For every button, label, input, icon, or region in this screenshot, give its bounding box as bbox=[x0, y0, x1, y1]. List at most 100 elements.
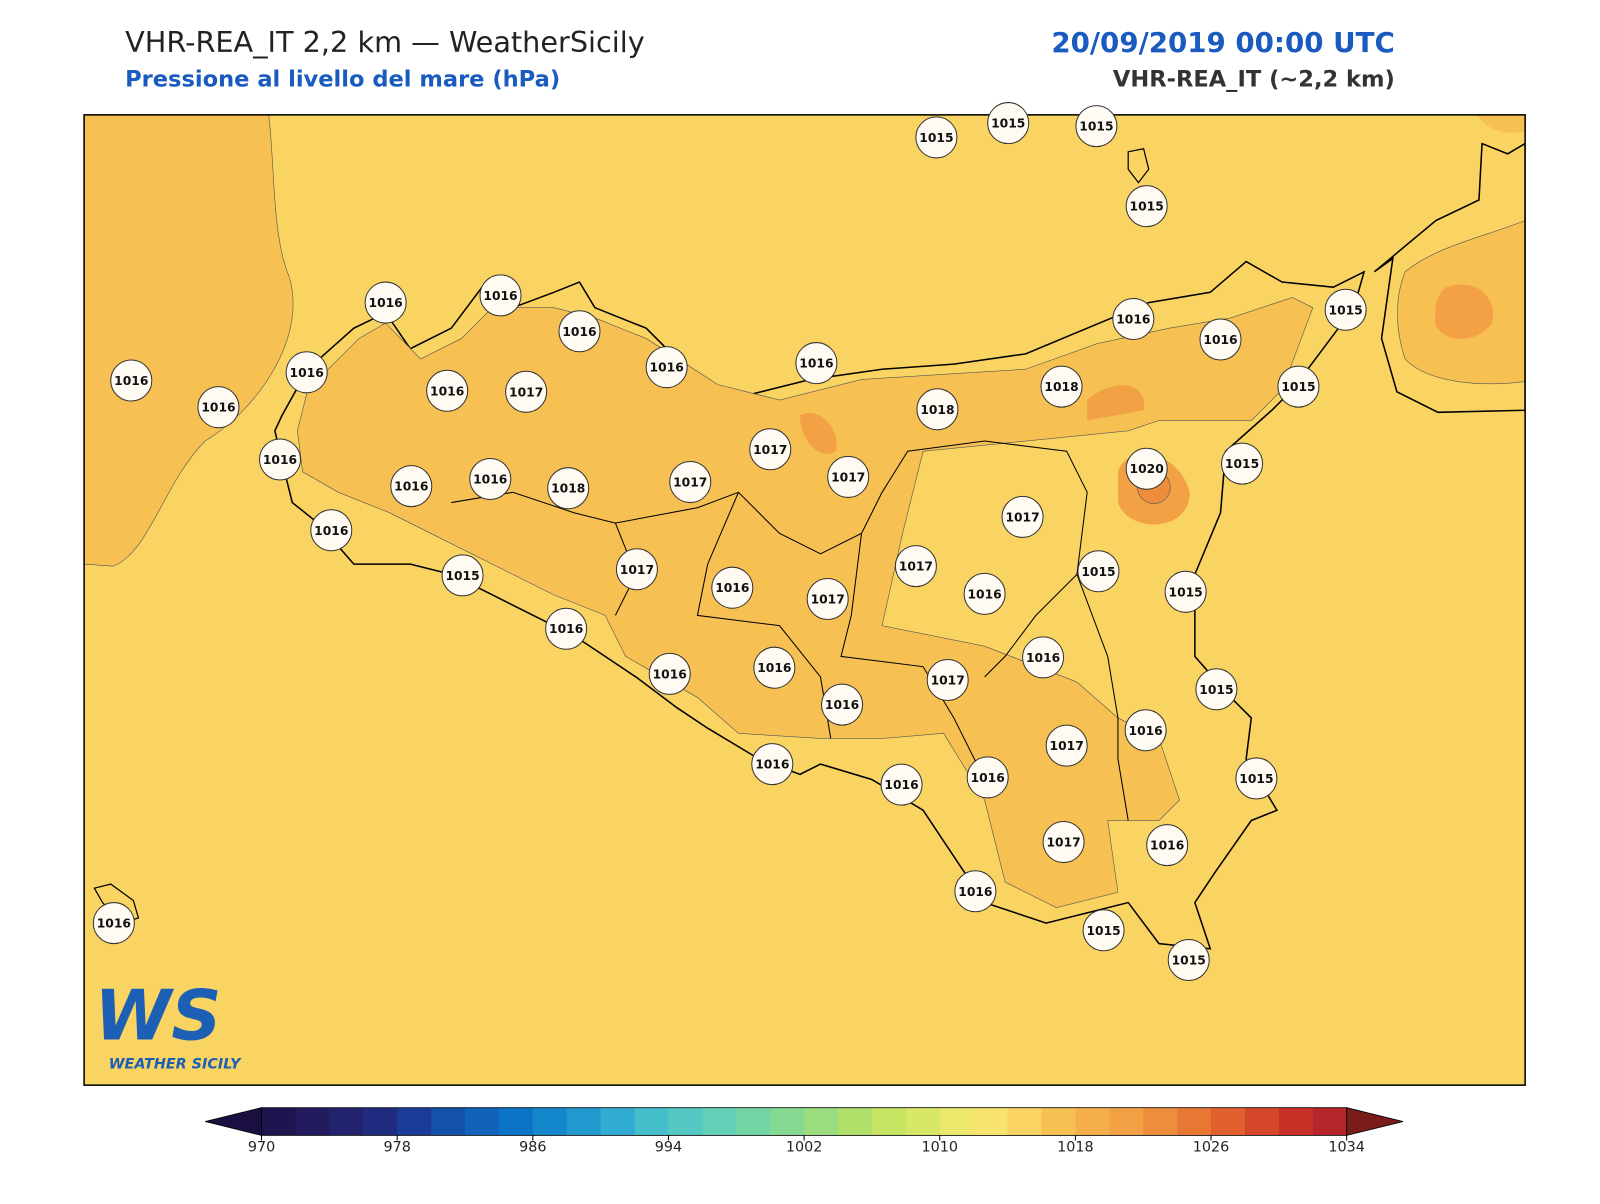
colorbar-bin bbox=[600, 1107, 636, 1136]
station: 1015 bbox=[987, 102, 1030, 145]
station-value: 1016 bbox=[369, 296, 403, 310]
station-value: 1016 bbox=[97, 917, 131, 931]
colorbar-tick-label: 1018 bbox=[1057, 1140, 1094, 1156]
station: 1016 bbox=[711, 566, 754, 609]
station: 1016 bbox=[479, 274, 522, 317]
station-marker bbox=[92, 902, 135, 945]
station-marker bbox=[505, 370, 548, 413]
station: 1016 bbox=[645, 346, 688, 389]
colorbar-over bbox=[1346, 1107, 1404, 1136]
colorbar-bin bbox=[1312, 1107, 1348, 1136]
colorbar-bin bbox=[431, 1107, 466, 1136]
colorbar-bin bbox=[770, 1107, 805, 1136]
station-marker bbox=[669, 461, 712, 504]
colorbar-bin bbox=[939, 1107, 975, 1136]
station-marker bbox=[711, 566, 754, 609]
station-value: 1016 bbox=[967, 587, 1001, 601]
station-marker bbox=[749, 428, 792, 471]
station-marker bbox=[1199, 318, 1242, 361]
colorbar-bin bbox=[1041, 1107, 1076, 1136]
colorbar-tick-label: 1010 bbox=[921, 1140, 958, 1156]
colorbar-bin bbox=[532, 1107, 568, 1136]
station-marker bbox=[1167, 938, 1210, 982]
station-value: 1015 bbox=[1199, 683, 1233, 697]
station-marker bbox=[1040, 365, 1083, 408]
station-value: 1017 bbox=[931, 674, 965, 688]
station-marker bbox=[827, 455, 870, 498]
station-marker bbox=[547, 467, 590, 510]
colorbar-bin bbox=[465, 1107, 500, 1136]
station: 1016 bbox=[364, 281, 407, 324]
station-marker bbox=[441, 554, 484, 597]
colorbar-bin bbox=[1109, 1107, 1144, 1136]
station: 1016 bbox=[954, 870, 997, 913]
station: 1016 bbox=[880, 763, 923, 806]
station: 1016 bbox=[390, 465, 433, 508]
colorbar-bin bbox=[363, 1107, 398, 1136]
station-marker bbox=[1277, 365, 1320, 408]
station: 1017 bbox=[1001, 495, 1044, 538]
station-marker bbox=[390, 465, 433, 508]
station: 1017 bbox=[669, 461, 712, 504]
colorbar-bin bbox=[634, 1107, 669, 1136]
station-value: 1016 bbox=[755, 758, 789, 772]
station: 1015 bbox=[1167, 938, 1210, 982]
station: 1015 bbox=[1195, 668, 1238, 711]
colorbar-bin bbox=[905, 1107, 941, 1136]
station-value: 1016 bbox=[483, 289, 517, 303]
station: 1015 bbox=[1164, 570, 1207, 613]
colorbar-bin bbox=[804, 1107, 839, 1136]
station-marker bbox=[963, 572, 1006, 615]
station-marker bbox=[1112, 297, 1155, 340]
station-marker bbox=[545, 607, 588, 650]
station-value: 1015 bbox=[919, 131, 953, 145]
colorbar-tick-label: 970 bbox=[248, 1140, 275, 1156]
station-value: 1016 bbox=[884, 778, 918, 792]
colorbar-tick-label: 978 bbox=[383, 1140, 410, 1156]
station-marker bbox=[1042, 821, 1085, 864]
station-value: 1015 bbox=[1081, 565, 1115, 579]
stations: 1015 1015 1015 1015 1016 1016 1016 1016 1016 1016… bbox=[92, 102, 1367, 982]
colorbar-bin bbox=[668, 1107, 703, 1136]
station-value: 1015 bbox=[1329, 303, 1363, 317]
station-value: 1015 bbox=[1079, 120, 1113, 134]
station-marker bbox=[987, 102, 1030, 145]
model-label: VHR-REA_IT (~2,2 km) bbox=[1113, 67, 1395, 93]
colorbar-bin bbox=[295, 1107, 330, 1136]
station: 1017 bbox=[1045, 724, 1088, 767]
colorbar-bin bbox=[973, 1107, 1009, 1136]
station-value: 1018 bbox=[920, 403, 954, 417]
colorbar-bin bbox=[1211, 1107, 1246, 1136]
station-value: 1015 bbox=[1225, 457, 1259, 471]
colorbar-bin bbox=[566, 1107, 602, 1136]
station-value: 1016 bbox=[549, 622, 583, 636]
station-value: 1016 bbox=[1116, 313, 1150, 327]
station-marker bbox=[645, 346, 688, 389]
station: 1015 bbox=[441, 554, 484, 597]
station-value: 1016 bbox=[1129, 724, 1163, 738]
station-marker bbox=[1124, 709, 1167, 752]
station-marker bbox=[364, 281, 407, 324]
station-value: 1015 bbox=[1169, 585, 1203, 599]
colorbar-tick-label: 1002 bbox=[786, 1140, 823, 1156]
logo-text: WEATHER SICILY bbox=[109, 1057, 242, 1073]
station: 1016 bbox=[1022, 636, 1065, 679]
station: 1015 bbox=[1075, 105, 1118, 148]
station: 1016 bbox=[426, 369, 469, 412]
station: 1015 bbox=[1077, 550, 1120, 593]
pressure-area bbox=[800, 385, 1190, 525]
station-value: 1018 bbox=[551, 482, 585, 496]
colorbar-bin bbox=[329, 1107, 364, 1136]
map-area: 1015 1015 1015 1015 1016 1016 1016 1016 1016 1016… bbox=[83, 102, 1526, 1086]
logo-mark: WS bbox=[94, 976, 221, 1057]
station: 1016 bbox=[753, 646, 796, 689]
station: 1017 bbox=[615, 548, 658, 591]
station-marker bbox=[1045, 724, 1088, 767]
station-value: 1016 bbox=[314, 524, 348, 538]
station: 1018 bbox=[1040, 365, 1083, 408]
date: 20/09/2019 00:00 UTC bbox=[1051, 26, 1394, 59]
station: 1016 bbox=[110, 359, 153, 402]
pressure-area bbox=[84, 114, 294, 567]
station-value: 1017 bbox=[831, 470, 865, 484]
station-marker bbox=[966, 756, 1009, 799]
